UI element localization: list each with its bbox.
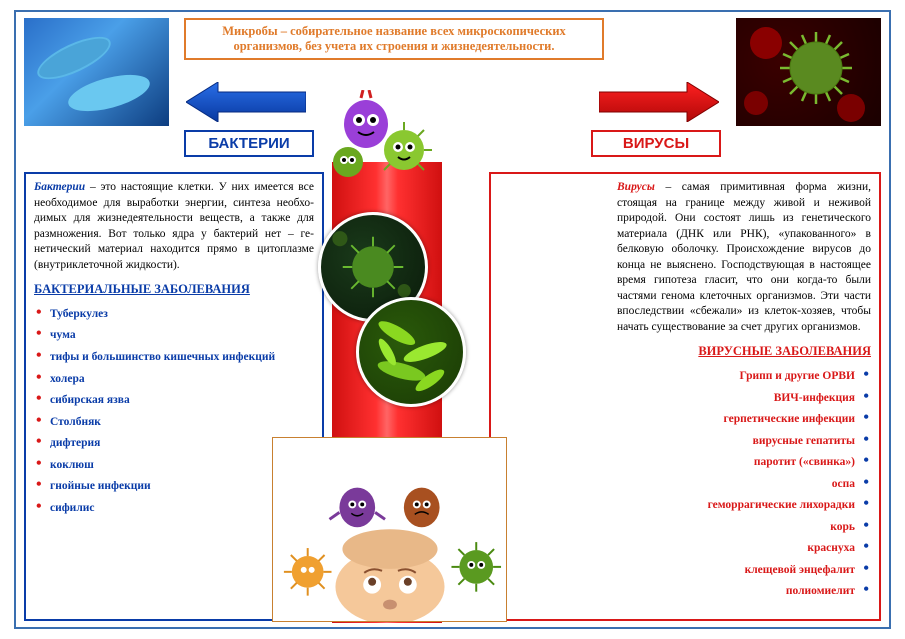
list-item: паротит («свинка») bbox=[617, 452, 871, 474]
list-item: сибирская язва bbox=[34, 390, 314, 412]
bacteria-term: Бактерии bbox=[34, 181, 85, 193]
list-item: клещевой энцефалит bbox=[617, 560, 871, 582]
virus-panel: Вирусы – самая примитивная форма жизни, … bbox=[489, 172, 881, 621]
bottom-cartoon-image bbox=[272, 437, 507, 622]
list-item: чума bbox=[34, 325, 314, 347]
list-item: корь bbox=[617, 517, 871, 539]
list-item: Столбняк bbox=[34, 412, 314, 434]
list-item: оспа bbox=[617, 474, 871, 496]
bacteria-photo bbox=[24, 18, 169, 126]
list-item: герпетические инфекции bbox=[617, 409, 871, 431]
list-item: краснуха bbox=[617, 538, 871, 560]
cartoon-microbes-icon bbox=[326, 90, 446, 190]
bacteria-label: БАКТЕРИИ bbox=[184, 130, 314, 157]
header-text: Микробы – собирательное название всех ми… bbox=[222, 24, 566, 53]
list-item: холера bbox=[34, 369, 314, 391]
list-item: тифы и большинство кишечных инфек­ций bbox=[34, 347, 314, 369]
virus-photo bbox=[736, 18, 881, 126]
virus-term: Вирусы bbox=[617, 181, 655, 193]
arrow-right-icon bbox=[599, 82, 719, 122]
virus-label: ВИРУСЫ bbox=[591, 130, 721, 157]
list-item: вирусные гепатиты bbox=[617, 431, 871, 453]
list-item: геморрагические лихорадки bbox=[617, 495, 871, 517]
virus-diseases-heading: ВИРУСНЫЕ ЗАБОЛЕВАНИЯ bbox=[499, 343, 871, 360]
list-item: полиомиелит bbox=[617, 581, 871, 603]
bacteria-description: Бактерии – это настоящие клетки. У них и… bbox=[34, 180, 314, 273]
bacteria-diseases-heading: БАКТЕРИАЛЬНЫЕ ЗАБОЛЕВАНИЯ bbox=[34, 281, 314, 298]
list-item: Туберкулез bbox=[34, 304, 314, 326]
virus-diseases-list: Грипп и другие ОРВИ ВИЧ-инфекция герпети… bbox=[499, 366, 871, 603]
header-definition-box: Микробы – собирательное название всех ми… bbox=[184, 18, 604, 60]
bacteria-circle-image bbox=[356, 297, 466, 407]
list-item: ВИЧ-инфекция bbox=[617, 388, 871, 410]
arrow-left-icon bbox=[186, 82, 306, 122]
list-item: Грипп и другие ОРВИ bbox=[617, 366, 871, 388]
main-frame: Микробы – собирательное название всех ми… bbox=[14, 10, 891, 629]
virus-description: Вирусы – самая примитивная форма жизни, … bbox=[499, 180, 871, 335]
